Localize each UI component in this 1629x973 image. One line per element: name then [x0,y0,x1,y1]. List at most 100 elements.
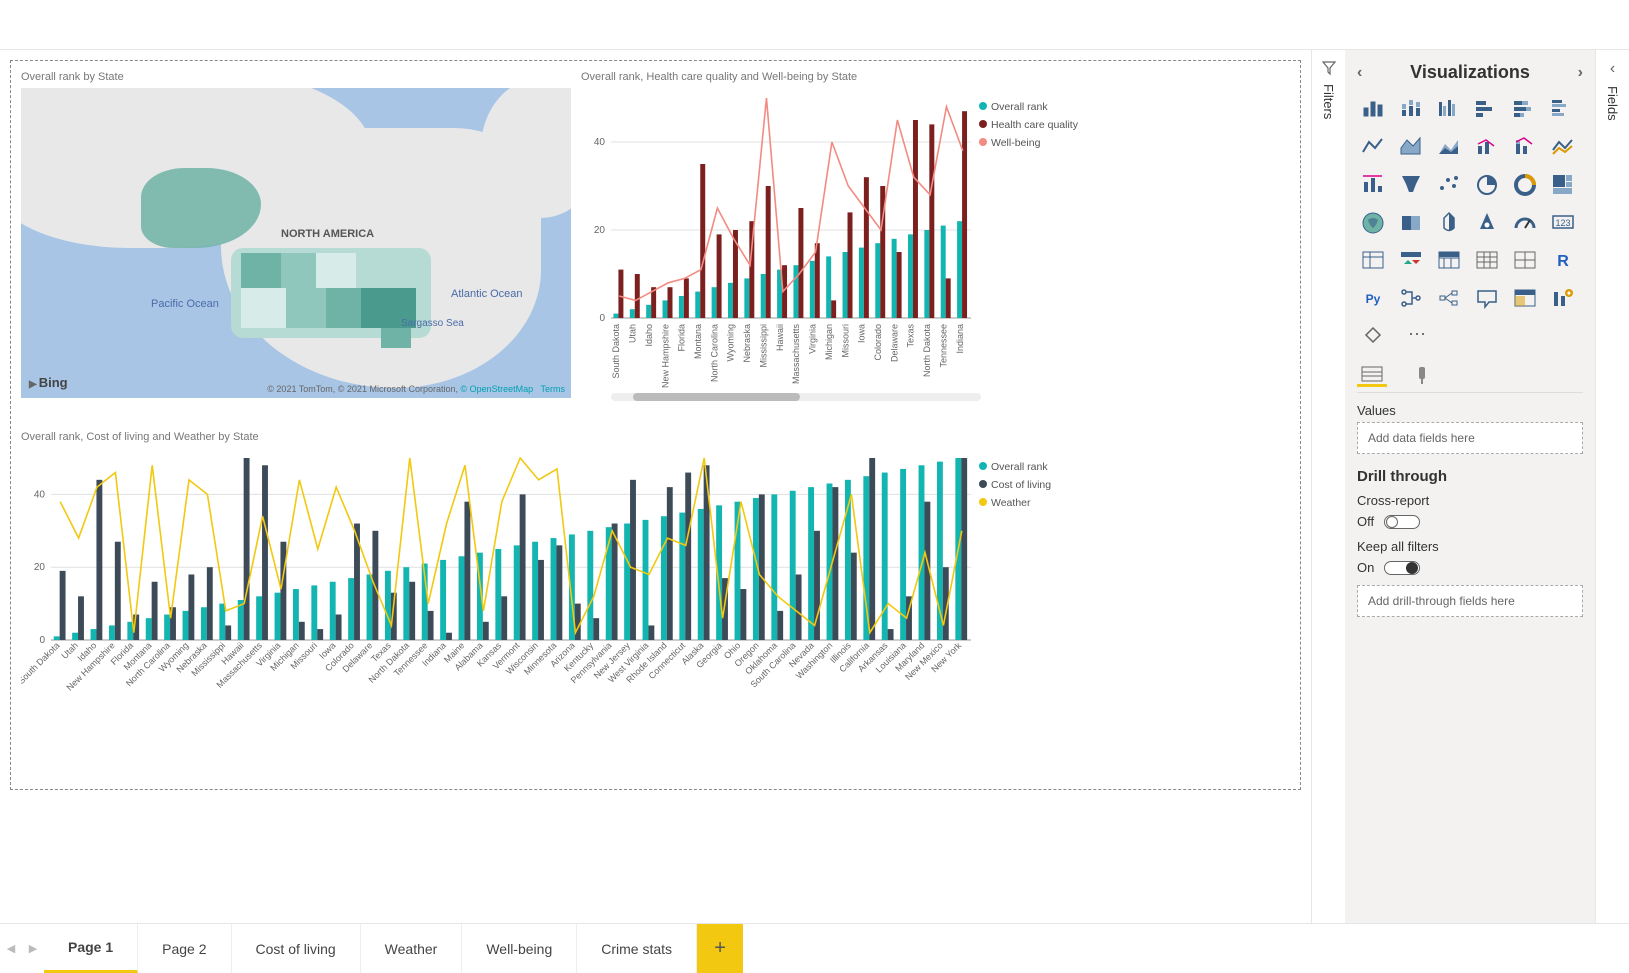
page-tab-cost-of-living[interactable]: Cost of living [232,924,361,973]
format-tab[interactable] [1407,363,1437,387]
viz-type-icon-5[interactable] [1547,93,1579,125]
svg-text:Cost of living: Cost of living [991,479,1051,491]
viz-map[interactable]: Overall rank by State [21,71,571,421]
viz-type-icon-17[interactable] [1547,169,1579,201]
svg-text:North Carolina: North Carolina [709,324,719,382]
filters-label: Filters [1321,84,1336,119]
viz-type-icon-28[interactable] [1509,245,1541,277]
viz-type-icon-15[interactable] [1471,169,1503,201]
visualizations-pane: ‹ Visualizations › 123RPy✦⋯ Values Add d… [1345,50,1595,923]
svg-text:123: 123 [1555,218,1570,228]
viz-type-icon-16[interactable] [1509,169,1541,201]
viz-chart-costweather[interactable]: Overall rank, Cost of living and Weather… [21,431,1290,779]
svg-text:20: 20 [594,225,606,236]
map-label-pacific: Pacific Ocean [151,298,219,310]
viz-type-picker: 123 R Py ✦ ⋯ [1357,93,1583,353]
viz-type-icon-34[interactable] [1509,283,1541,315]
tab-next[interactable]: ▶ [22,924,44,973]
viz-type-icon-24[interactable] [1357,245,1389,277]
viz-chart-costweather-title: Overall rank, Cost of living and Weather… [21,431,1290,443]
viz-type-icon-13[interactable] [1395,169,1427,201]
map-attrib-terms[interactable]: Terms [541,384,566,394]
viz-chart-healthcare[interactable]: Overall rank, Health care quality and We… [581,71,1290,421]
viz-type-icon-10[interactable] [1509,131,1541,163]
viz-type-icon-1[interactable] [1395,93,1427,125]
svg-text:R: R [1557,253,1569,270]
fields-pane-collapsed[interactable]: ‹ Fields [1595,50,1629,923]
viz-type-icon-18[interactable] [1357,207,1389,239]
svg-text:Colorado: Colorado [873,324,883,361]
svg-text:Michigan: Michigan [824,324,834,360]
cross-report-label: Cross-report [1357,493,1583,508]
page-tab-crime-stats[interactable]: Crime stats [577,924,697,973]
svg-text:Overall rank: Overall rank [991,101,1048,113]
svg-text:Mississippi: Mississippi [758,324,768,368]
add-page-button[interactable]: + [697,924,743,973]
viz-type-icon-7[interactable] [1395,131,1427,163]
page-tab-weather[interactable]: Weather [361,924,463,973]
viz-type-icon-19[interactable] [1395,207,1427,239]
svg-text:Florida: Florida [677,324,687,352]
map-attrib-osm[interactable]: © OpenStreetMap [460,384,533,394]
viz-type-icon-14[interactable] [1433,169,1465,201]
viz-type-icon-37[interactable]: ⋯ [1395,321,1427,353]
map-attribution: © 2021 TomTom, © 2021 Microsoft Corporat… [267,384,565,394]
viz-type-icon-29[interactable]: R [1547,245,1579,277]
svg-text:0: 0 [39,635,45,646]
viz-type-icon-33[interactable] [1471,283,1503,315]
map-surface[interactable]: NORTH AMERICA Pacific Ocean Atlantic Oce… [21,88,571,398]
svg-text:South Dakota: South Dakota [21,640,62,686]
fields-label: Fields [1605,86,1620,121]
viz-type-icon-9[interactable] [1471,131,1503,163]
values-well[interactable]: Add data fields here [1357,422,1583,454]
svg-text:Montana: Montana [693,324,703,359]
viz-type-icon-3[interactable] [1471,93,1503,125]
viz-type-icon-35[interactable]: ✦ [1547,283,1579,315]
drillthrough-well[interactable]: Add drill-through fields here [1357,585,1583,617]
viz-chart-healthcare-title: Overall rank, Health care quality and We… [581,71,1290,83]
page-tab-well-being[interactable]: Well-being [462,924,577,973]
viz-type-icon-11[interactable] [1547,131,1579,163]
filters-pane-collapsed[interactable]: Filters [1311,50,1345,923]
top-ribbon-spacer [0,0,1629,50]
viz-type-icon-23[interactable]: 123 [1547,207,1579,239]
viz-pane-collapse-left[interactable]: ‹ [1357,64,1362,82]
chart-costweather-svg: 20400South DakotaUtahIdahoNew HampshireF… [21,448,1071,698]
viz-type-icon-12[interactable] [1357,169,1389,201]
svg-text:Hawaii: Hawaii [775,324,785,351]
map-provider-logo: Bing [29,375,68,390]
map-label-na: NORTH AMERICA [281,228,374,240]
viz-type-icon-4[interactable] [1509,93,1541,125]
field-format-tabs [1357,363,1583,393]
viz-type-icon-36[interactable] [1357,321,1389,353]
viz-type-icon-22[interactable] [1509,207,1541,239]
svg-text:✦: ✦ [1566,289,1573,298]
viz-type-icon-2[interactable] [1433,93,1465,125]
viz-type-icon-27[interactable] [1471,245,1503,277]
viz-type-icon-32[interactable] [1433,283,1465,315]
keep-filters-toggle[interactable] [1384,561,1420,575]
viz-type-icon-30[interactable]: Py [1357,283,1389,315]
cross-report-toggle[interactable] [1384,515,1420,529]
viz-type-icon-6[interactable] [1357,131,1389,163]
svg-text:Overall rank: Overall rank [991,461,1048,473]
fields-pane-expand[interactable]: ‹ [1610,60,1615,78]
viz-type-icon-25[interactable] [1395,245,1427,277]
page-tab-page-1[interactable]: Page 1 [44,924,138,973]
viz-type-icon-31[interactable] [1395,283,1427,315]
viz-pane-collapse-right[interactable]: › [1578,64,1583,82]
chart-scrollbar[interactable] [611,393,981,401]
viz-pane-title: Visualizations [1410,62,1530,83]
svg-text:0: 0 [599,313,605,324]
tab-prev[interactable]: ◀ [0,924,22,973]
viz-type-icon-20[interactable] [1433,207,1465,239]
viz-type-icon-0[interactable] [1357,93,1389,125]
svg-text:Utah: Utah [628,324,638,343]
report-canvas: Overall rank by State [0,50,1311,923]
fields-tab[interactable] [1357,363,1387,387]
viz-type-icon-21[interactable] [1471,207,1503,239]
viz-type-icon-8[interactable] [1433,131,1465,163]
viz-type-icon-26[interactable] [1433,245,1465,277]
page-tab-page-2[interactable]: Page 2 [138,924,231,973]
svg-text:40: 40 [594,137,606,148]
